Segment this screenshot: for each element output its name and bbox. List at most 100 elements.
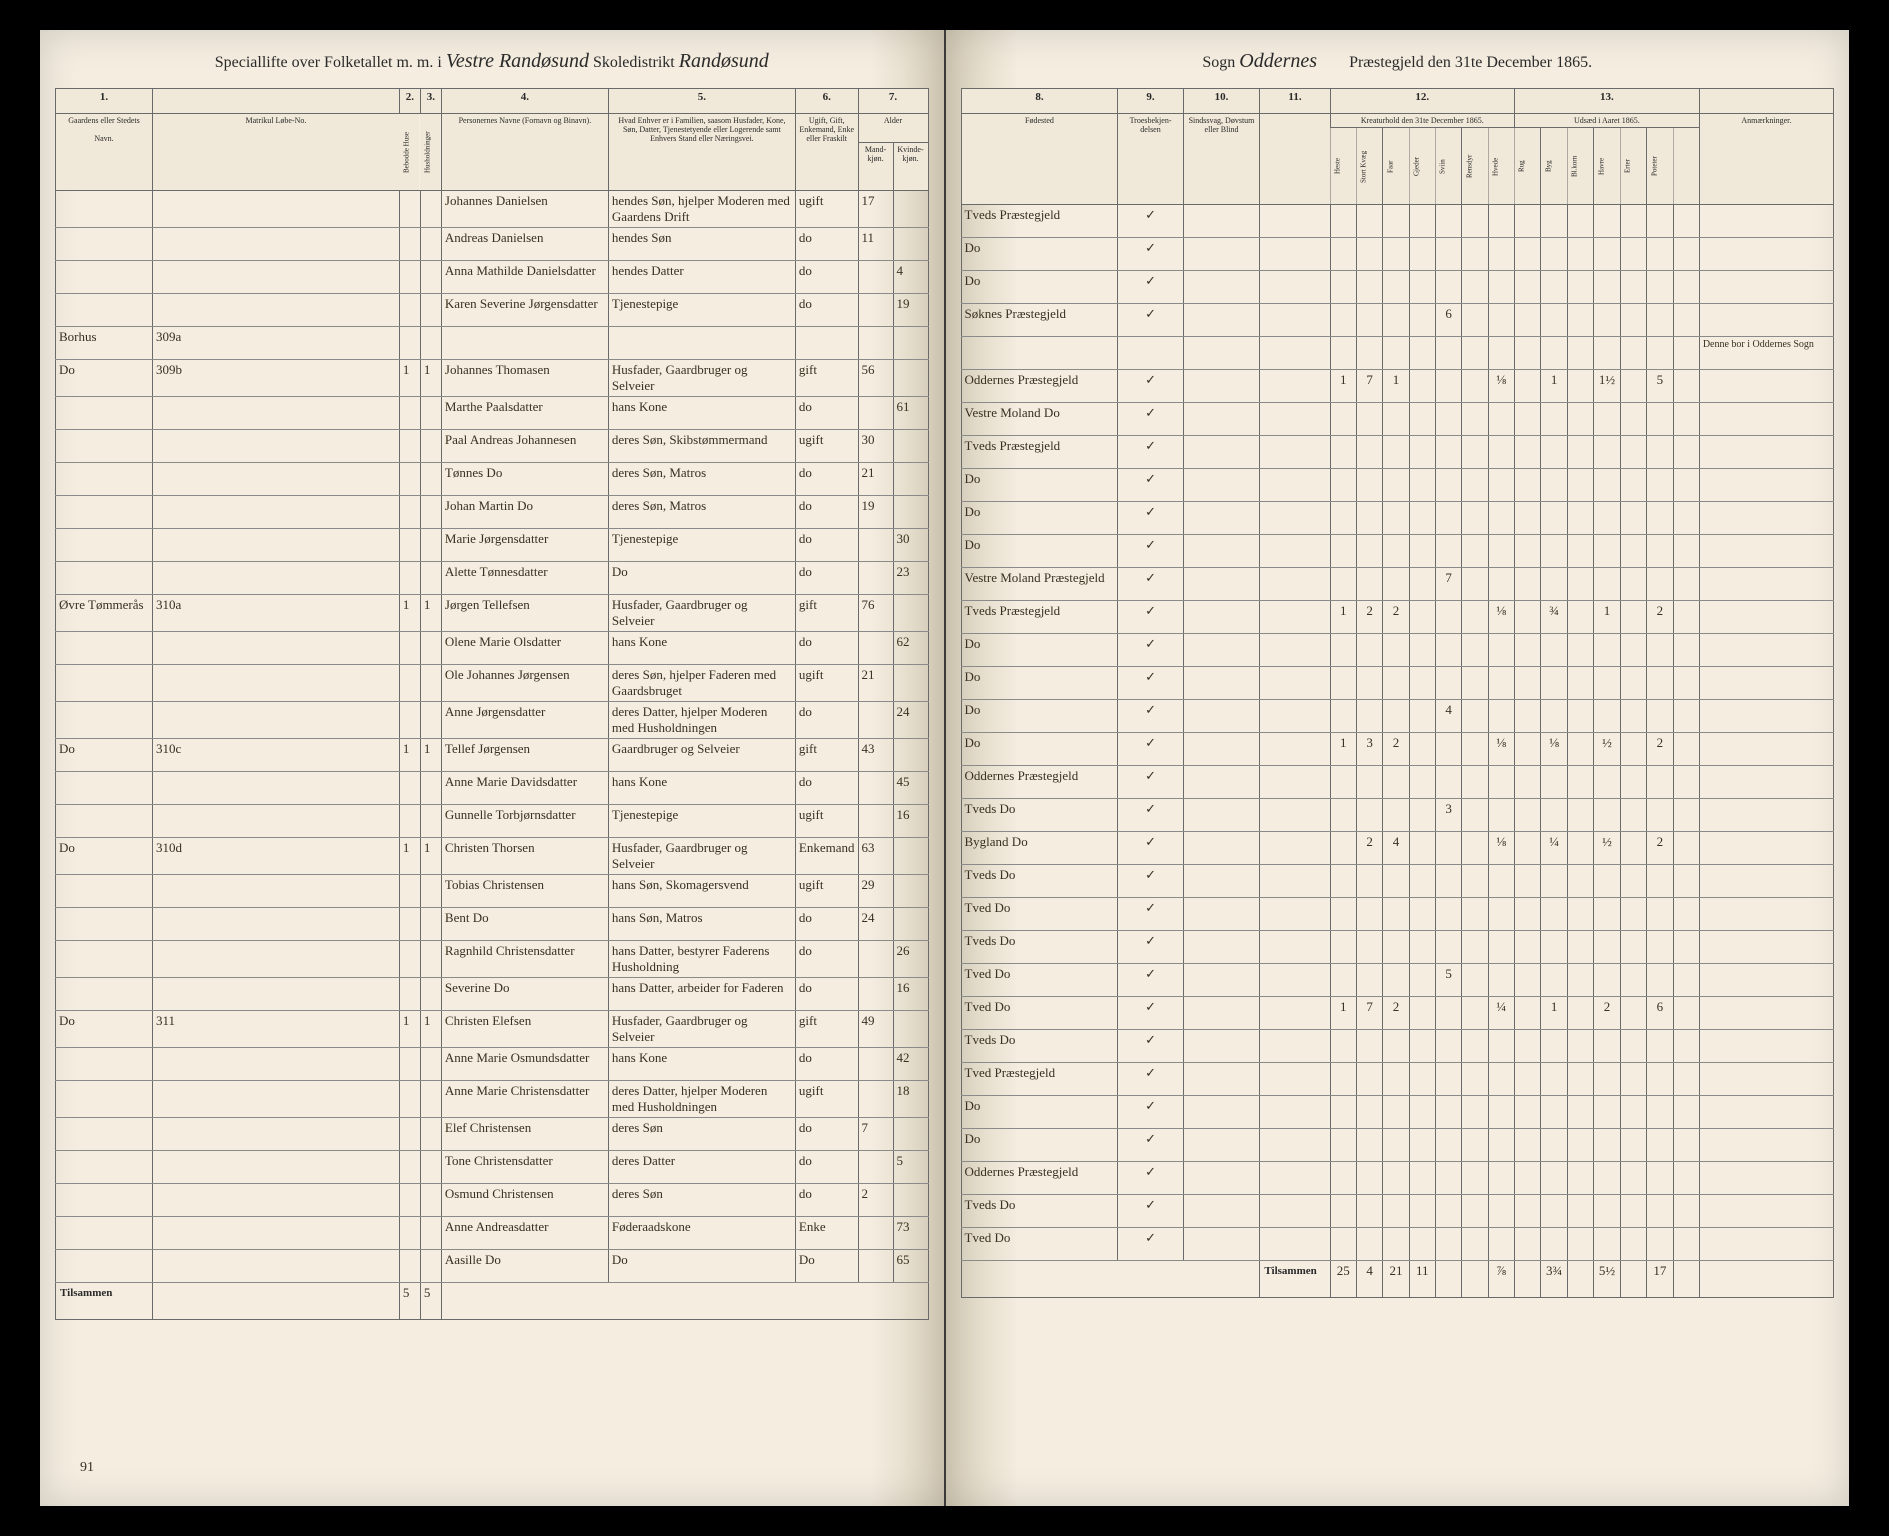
colnum-9: 9. — [1118, 89, 1183, 114]
left-table-body: Johannes Danielsenhendes Søn, hjelper Mo… — [56, 191, 929, 1283]
right-page: Sogn Oddernes Præstegjeld den 31te Decem… — [946, 30, 1850, 1506]
hdr-civil: Ugift, Gift, Enkemand, Enke eller Fraski… — [795, 114, 858, 191]
hdr-role: Hvad Enhver er i Familien, saasom Husfad… — [608, 114, 795, 191]
table-row: Tone Christensdatterderes Datterdo5 — [56, 1151, 929, 1184]
header-row: Gaardens eller StedetsNavn. Matrikul Løb… — [56, 114, 929, 143]
hdr-house: Bebodde Huse — [399, 114, 420, 191]
table-row: Anne AndreasdatterFøderaadskoneEnke73 — [56, 1217, 929, 1250]
hdr-male: Mand-kjøn. — [858, 143, 893, 191]
table-row: Alette TønnesdatterDodo23 — [56, 562, 929, 595]
colnum-12: 12. — [1330, 89, 1514, 114]
left-header: Speciallifte over Folketallet m. m. i Ve… — [55, 50, 929, 73]
left-table: 1. 2. 3. 4. 5. 6. 7. Gaardens eller Sted… — [55, 88, 929, 1320]
table-row: Marie JørgensdatterTjenestepigedo30 — [56, 529, 929, 562]
hdr-persons: Personernes Navne (Fornavn og Binavn). — [441, 114, 608, 191]
hdr-infirm: Sindssvag, Døvstum eller Blind — [1183, 114, 1260, 205]
page-number: 91 — [80, 1460, 94, 1476]
table-row: Tved Do✓172¼126 — [961, 997, 1834, 1030]
right-table-body: Tveds Præstegjeld✓Do✓Do✓Søknes Præstegje… — [961, 205, 1834, 1261]
table-row: Tveds Præstegjeld✓ — [961, 205, 1834, 238]
hdr-remarks: Anmærkninger. — [1699, 114, 1833, 205]
table-row: Tveds Præstegjeld✓ — [961, 436, 1834, 469]
col-number-row-r: 8. 9. 10. 11. 12. 13. — [961, 89, 1834, 114]
table-row: Tveds Do✓ — [961, 931, 1834, 964]
table-row: Do✓ — [961, 535, 1834, 568]
table-row: Osmund Christensenderes Søndo2 — [56, 1184, 929, 1217]
table-row: Øvre Tømmerås310a11Jørgen TellefsenHusfa… — [56, 595, 929, 632]
hdr-farm: Gaardens eller StedetsNavn. — [56, 114, 153, 191]
header-row-r: Fødested Troesbekjen-delsen Sindssvag, D… — [961, 114, 1834, 128]
colnum-2: 2. — [399, 89, 420, 114]
hdr-age: Alder — [858, 114, 928, 143]
table-row: Tveds Do✓3 — [961, 799, 1834, 832]
header-prefix: Speciallifte over Folketallet m. m. i — [215, 54, 442, 71]
table-row: Do310c11Tellef JørgensenGaardbruger og S… — [56, 739, 929, 772]
right-header: Sogn Oddernes Præstegjeld den 31te Decem… — [961, 50, 1835, 73]
table-row: Vestre Moland Præstegjeld✓7 — [961, 568, 1834, 601]
district-name: Vestre Randøsund — [446, 50, 589, 72]
footer-f: 5 — [420, 1283, 441, 1320]
table-row: Do✓ — [961, 238, 1834, 271]
hdr-nat — [1260, 114, 1330, 205]
hdr-female: Kvinde-kjøn. — [893, 143, 928, 191]
left-footer: Tilsammen 5 5 — [56, 1283, 929, 1320]
footer-label: Tilsammen — [56, 1283, 153, 1320]
table-row: Tveds Do✓ — [961, 865, 1834, 898]
table-row: Do✓ — [961, 502, 1834, 535]
hdr-birth: Fødested — [961, 114, 1118, 205]
table-row: Andreas Danielsenhendes Søndo11 — [56, 228, 929, 261]
table-row: Do✓ — [961, 1129, 1834, 1162]
colnum-7: 7. — [858, 89, 928, 114]
table-row: Tveds Do✓ — [961, 1030, 1834, 1063]
hdr-livestock: Kreaturhold den 31te December 1865. — [1330, 114, 1514, 128]
colnum-4: 4. — [441, 89, 608, 114]
table-row: Olene Marie Olsdatterhans Konedo62 — [56, 632, 929, 665]
colnum-3: 3. — [420, 89, 441, 114]
table-row: Ragnhild Christensdatterhans Datter, bes… — [56, 941, 929, 978]
colnum-11: 11. — [1260, 89, 1330, 114]
table-row: Tveds Præstegjeld✓122⅛¾12 — [961, 601, 1834, 634]
table-row: Bent Dohans Søn, Matrosdo24 — [56, 908, 929, 941]
colnum-5: 5. — [608, 89, 795, 114]
table-row: Do✓ — [961, 271, 1834, 304]
table-row: Oddernes Præstegjeld✓171⅛11½5 — [961, 370, 1834, 403]
right-table: 8. 9. 10. 11. 12. 13. Fødested Troesbekj… — [961, 88, 1835, 1298]
table-row: Do310d11Christen ThorsenHusfader, Gaardb… — [56, 838, 929, 875]
table-row: Do✓ — [961, 469, 1834, 502]
district-label: Skoledistrikt — [593, 54, 675, 71]
table-row: Denne bor i Oddernes Sogn — [961, 337, 1834, 370]
table-row: Do309b11Johannes ThomasenHusfader, Gaard… — [56, 360, 929, 397]
table-row: Karen Severine JørgensdatterTjenestepige… — [56, 294, 929, 327]
table-row: Tved Do✓ — [961, 898, 1834, 931]
table-row: Do✓4 — [961, 700, 1834, 733]
table-row: Bygland Do✓24⅛¼½2 — [961, 832, 1834, 865]
table-row: Anne Jørgensdatterderes Datter, hjelper … — [56, 702, 929, 739]
table-row: Johan Martin Doderes Søn, Matrosdo19 — [56, 496, 929, 529]
header-suffix: Præstegjeld den 31te December 1865. — [1349, 54, 1592, 71]
table-row: Tønnes Doderes Søn, Matrosdo21 — [56, 463, 929, 496]
table-row: Anne Marie Davidsdatterhans Konedo45 — [56, 772, 929, 805]
table-row: Tveds Do✓ — [961, 1195, 1834, 1228]
hdr-seed: Udsæd i Aaret 1865. — [1514, 114, 1699, 128]
district-name-2: Randøsund — [679, 50, 769, 72]
table-row: Aasille DoDoDo65 — [56, 1250, 929, 1283]
colnum-remarks — [1699, 89, 1833, 114]
table-row: Tved Do✓5 — [961, 964, 1834, 997]
table-row: Ole Johannes Jørgensenderes Søn, hjelper… — [56, 665, 929, 702]
table-row: Oddernes Præstegjeld✓ — [961, 1162, 1834, 1195]
colnum-6: 6. — [795, 89, 858, 114]
colnum-8: 8. — [961, 89, 1118, 114]
table-row: Anne Marie Christensdatterderes Datter, … — [56, 1081, 929, 1118]
hdr-matr: Matrikul Løbe-No. — [153, 114, 400, 191]
table-row: Marthe Paalsdatterhans Konedo61 — [56, 397, 929, 430]
table-row: Tved Præstegjeld✓ — [961, 1063, 1834, 1096]
table-row: Johannes Danielsenhendes Søn, hjelper Mo… — [56, 191, 929, 228]
table-row: Do✓132⅛⅛½2 — [961, 733, 1834, 766]
colnum-10: 10. — [1183, 89, 1260, 114]
table-row: Borhus309a — [56, 327, 929, 360]
table-row: Severine Dohans Datter, arbeider for Fad… — [56, 978, 929, 1011]
footer-label-r: Tilsammen — [1260, 1261, 1330, 1298]
colnum-1: 1. — [56, 89, 153, 114]
parish-name: Oddernes — [1239, 50, 1317, 72]
table-row: Tved Do✓ — [961, 1228, 1834, 1261]
